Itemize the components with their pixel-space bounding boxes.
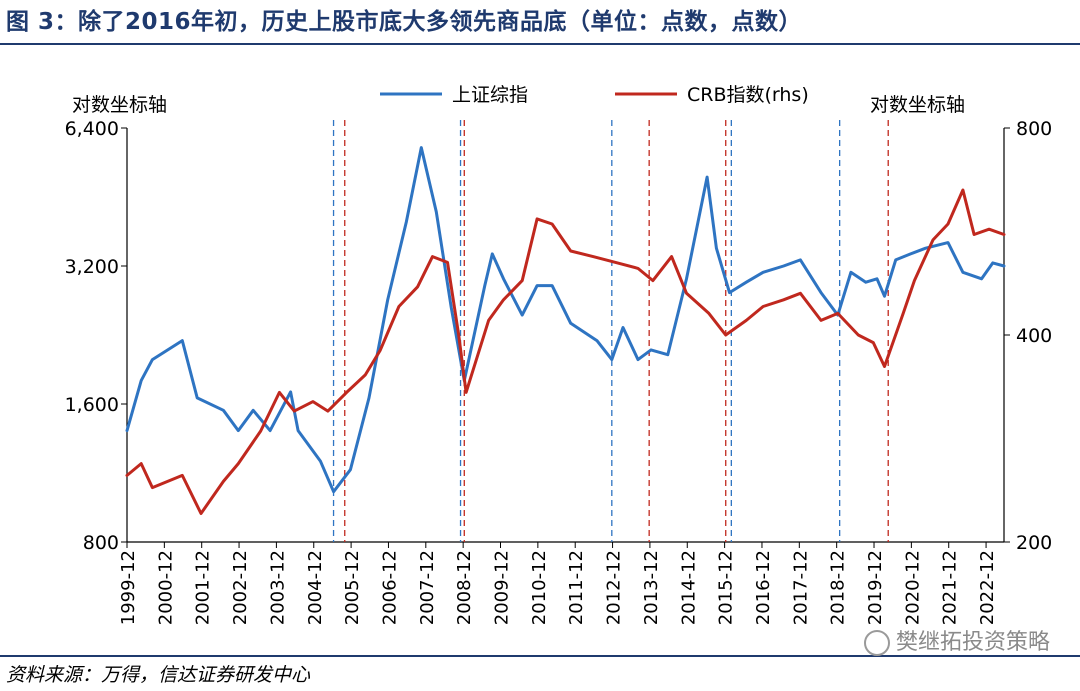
source-rule [0,655,1080,657]
left-axis-label: 对数坐标轴 [72,94,167,116]
right-tick-label: 200 [1016,532,1052,554]
x-tick-label: 2005-12 [342,550,363,625]
x-tick-label: 2013-12 [641,550,662,625]
right-axis-label: 对数坐标轴 [870,94,965,116]
x-tick-label: 2015-12 [716,550,737,625]
x-tick-label: 2020-12 [902,550,923,625]
x-tick-label: 2004-12 [305,550,326,625]
left-tick-label: 1,600 [65,394,119,416]
series-line-sse [125,146,1006,494]
x-tick-label: 2016-12 [753,550,774,625]
legend-label-crb: CRB指数(rhs) [687,84,809,106]
title-rule [0,43,1080,45]
x-tick-label: 2021-12 [940,550,961,625]
x-tick-label: 2017-12 [790,550,811,625]
x-tick-label: 2011-12 [566,550,587,625]
legend: 上证综指 CRB指数(rhs) [380,84,809,106]
x-tick-label: 2018-12 [828,550,849,625]
left-tick-label: 800 [83,532,119,554]
wechat-icon [863,630,890,656]
right-tick-label: 800 [1016,118,1052,140]
watermark: 樊继拓投资策略 [863,624,1050,656]
x-tick-label: 2019-12 [865,550,886,625]
chart: 上证综指 CRB指数(rhs) 对数坐标轴 对数坐标轴 800 1,600 3,20… [65,84,1053,625]
x-tick-label: 2022-12 [977,550,998,625]
x-tick-label: 2003-12 [267,550,288,625]
series-line-crb [125,188,1006,515]
x-tick-label: 2012-12 [604,550,625,625]
x-tick-label: 2002-12 [230,550,251,625]
left-tick-label: 3,200 [65,256,119,278]
watermark-text: 樊继拓投资策略 [895,630,1050,655]
right-tick-label: 400 [1016,325,1052,347]
x-tick-label: 2006-12 [379,550,400,625]
x-tick-label: 1999-12 [118,550,139,625]
x-tick-label: 2014-12 [678,550,699,625]
left-tick-label: 6,400 [65,118,119,140]
x-tick-label: 2010-12 [529,550,550,625]
x-tick-label: 2007-12 [417,550,438,625]
x-tick-label: 2000-12 [155,550,176,625]
source-note: 资料来源：万得，信达证券研发中心 [6,664,311,686]
figure-title: 图 3：除了2016年初，历史上股市底大多领先商品底（单位：点数，点数） [6,9,803,35]
x-tick-label: 2009-12 [492,550,513,625]
x-tick-label: 2001-12 [193,550,214,625]
legend-label-sse: 上证综指 [452,84,528,106]
x-tick-label: 2008-12 [454,550,475,625]
